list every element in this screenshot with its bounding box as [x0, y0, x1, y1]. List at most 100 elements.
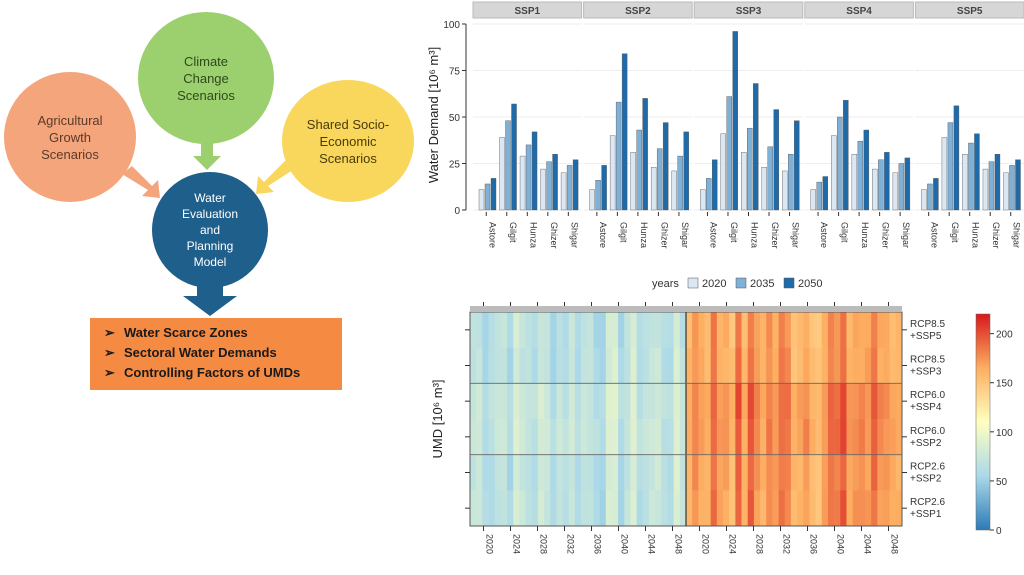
- heatmap-cell: [858, 454, 866, 491]
- heatmap-cell: [716, 419, 724, 455]
- x-tick-label: Hunza: [639, 222, 649, 248]
- heatmap-cell: [827, 454, 835, 491]
- bar: [683, 131, 689, 211]
- heatmap-cell: [821, 490, 829, 527]
- bar: [884, 152, 890, 211]
- heatmap-cell: [797, 312, 804, 348]
- heatmap-cell: [537, 419, 545, 455]
- heatmap-cell: [648, 490, 656, 527]
- heatmap-cell: [581, 383, 588, 420]
- heatmap-cell: [568, 454, 576, 491]
- heatmap-cell: [470, 454, 477, 491]
- heatmap-cell: [704, 454, 711, 491]
- heatmap-cell: [784, 383, 792, 420]
- heatmap-cell: [883, 490, 890, 527]
- x-tick-label: 2032: [782, 534, 792, 554]
- heatmap-cell: [698, 490, 705, 527]
- bar: [767, 146, 773, 211]
- heatmap-cell: [673, 312, 681, 348]
- heatmap-cell: [846, 490, 853, 527]
- heatmap-cell: [766, 347, 773, 384]
- heatmap-cell: [827, 347, 835, 384]
- bar: [712, 159, 718, 211]
- heatmap-cell: [797, 419, 804, 455]
- heatmap-cell: [605, 490, 613, 527]
- heatmap-cell: [858, 419, 866, 455]
- heatmap-cell: [784, 490, 792, 527]
- heatmap-cell: [760, 347, 767, 384]
- heatmap-cell: [531, 419, 539, 455]
- heatmap-cell: [494, 490, 502, 527]
- heatmap-cell: [630, 312, 637, 348]
- bar: [630, 152, 636, 211]
- heatmap-cell: [723, 383, 730, 420]
- heatmap-cell: [636, 312, 644, 348]
- heatmap-cell: [630, 419, 637, 455]
- colorbar-tick-label: 100: [996, 428, 1013, 439]
- shared-arrow: [256, 160, 296, 194]
- heatmap-cell: [753, 347, 761, 384]
- heatmap-cell: [790, 347, 798, 384]
- heatmap-cell: [581, 347, 588, 384]
- bar: [662, 122, 669, 211]
- heatmap-cell: [673, 383, 681, 420]
- heatmap-cell: [877, 347, 884, 384]
- heatmap-cell: [710, 383, 718, 420]
- heatmap-cell: [488, 490, 495, 527]
- bar: [994, 153, 1001, 211]
- heatmap-cell: [889, 312, 897, 348]
- heatmap-cell: [834, 454, 841, 491]
- heatmap-cell: [766, 383, 773, 420]
- x-tick-label: Shigar: [791, 222, 801, 248]
- bar: [609, 135, 616, 211]
- heatmap-cell: [513, 312, 520, 348]
- x-tick-label: 2036: [593, 534, 603, 554]
- heatmap-cell: [494, 419, 502, 455]
- row-label: RCP8.5 +SSP5: [910, 319, 945, 342]
- heatmap-cell: [507, 312, 514, 348]
- heatmap-cell: [704, 312, 711, 348]
- bar: [788, 153, 794, 211]
- heatmap-cell: [753, 490, 761, 527]
- heatmap-cell: [562, 312, 570, 348]
- heatmap-cell: [889, 419, 897, 455]
- heatmap-cell: [611, 383, 619, 420]
- heatmap-cell: [821, 312, 829, 348]
- bar: [525, 144, 532, 211]
- heatmap-cell: [858, 383, 866, 420]
- heatmap-cell: [476, 312, 483, 348]
- heatmap-cell: [834, 419, 841, 455]
- heatmap-cell: [482, 490, 489, 527]
- heatmap-cell: [500, 383, 508, 420]
- bar: [642, 98, 648, 211]
- bar: [656, 148, 663, 211]
- bar: [843, 100, 849, 211]
- colorbar: [975, 313, 991, 531]
- heatmap-cell: [803, 419, 810, 455]
- heatmap-cell: [667, 347, 674, 384]
- legend-title: years: [652, 278, 679, 290]
- bar: [892, 172, 899, 211]
- weap-model-label: Water Evaluation and Planning Model: [181, 191, 239, 269]
- heatmap-cell: [883, 383, 890, 420]
- bar: [531, 131, 538, 211]
- heatmap-cell: [507, 347, 514, 384]
- heatmap-cell: [772, 312, 779, 348]
- heatmap-cell: [723, 312, 730, 348]
- heatmap-cell: [803, 490, 810, 527]
- heatmap-cell: [507, 454, 514, 491]
- heatmap-cell: [710, 312, 718, 348]
- heatmap-cell: [667, 490, 674, 527]
- heatmap-cell: [846, 312, 853, 348]
- heatmap-cell: [562, 347, 570, 384]
- heatmap-cell: [778, 490, 786, 527]
- heatmap-cell: [655, 454, 662, 491]
- x-tick-label: Gilgit: [618, 222, 628, 243]
- heatmap-cell: [593, 454, 600, 491]
- bar: [540, 168, 546, 211]
- heatmap-cell: [815, 312, 823, 348]
- legend-swatch: [687, 277, 699, 289]
- heatmap-cell: [686, 312, 693, 348]
- heatmap-cell: [864, 347, 872, 384]
- heatmap-cell: [630, 347, 637, 384]
